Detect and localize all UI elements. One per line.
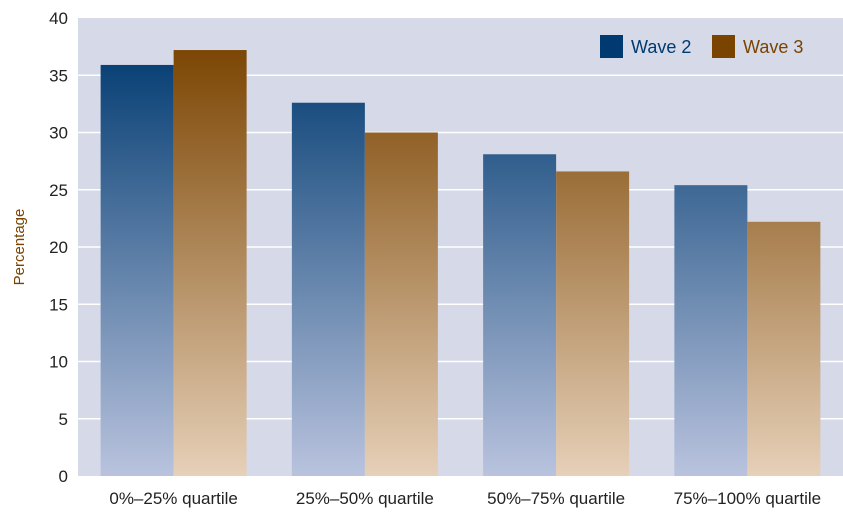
y-tick-label: 15	[49, 295, 68, 314]
bar-wave-3	[747, 221, 821, 476]
bar-wave-3	[556, 171, 630, 476]
bar-wave-3	[364, 132, 438, 476]
bar-wave-2	[674, 185, 748, 477]
x-tick-label: 0%–25% quartile	[109, 489, 238, 508]
bar-wave-2	[100, 64, 174, 476]
bars	[100, 50, 821, 477]
y-tick-label: 30	[49, 124, 68, 143]
legend-label-wave-2: Wave 2	[631, 37, 691, 57]
y-tick-label: 35	[49, 66, 68, 85]
y-tick-label: 5	[59, 410, 68, 429]
y-tick-label: 25	[49, 181, 68, 200]
x-axis-ticks: 0%–25% quartile 25%–50% quartile 50%–75% q…	[109, 489, 821, 508]
y-axis-label: Percentage	[11, 209, 28, 286]
legend-swatch-wave-2	[600, 35, 623, 58]
legend: Wave 2 Wave 3	[600, 35, 803, 58]
bar-wave-2	[291, 102, 365, 476]
bar-wave-2	[483, 154, 557, 476]
x-tick-label: 50%–75% quartile	[487, 489, 625, 508]
y-tick-label: 20	[49, 238, 68, 257]
y-tick-label: 0	[59, 467, 68, 486]
legend-label-wave-3: Wave 3	[743, 37, 803, 57]
legend-swatch-wave-3	[712, 35, 735, 58]
x-tick-label: 25%–50% quartile	[296, 489, 434, 508]
y-tick-label: 10	[49, 353, 68, 372]
y-tick-label: 40	[49, 9, 68, 28]
y-axis-ticks: 0 5 10 15 20 25 30 35 40	[49, 9, 68, 486]
x-tick-label: 75%–100% quartile	[674, 489, 821, 508]
bar-wave-3	[173, 50, 247, 477]
